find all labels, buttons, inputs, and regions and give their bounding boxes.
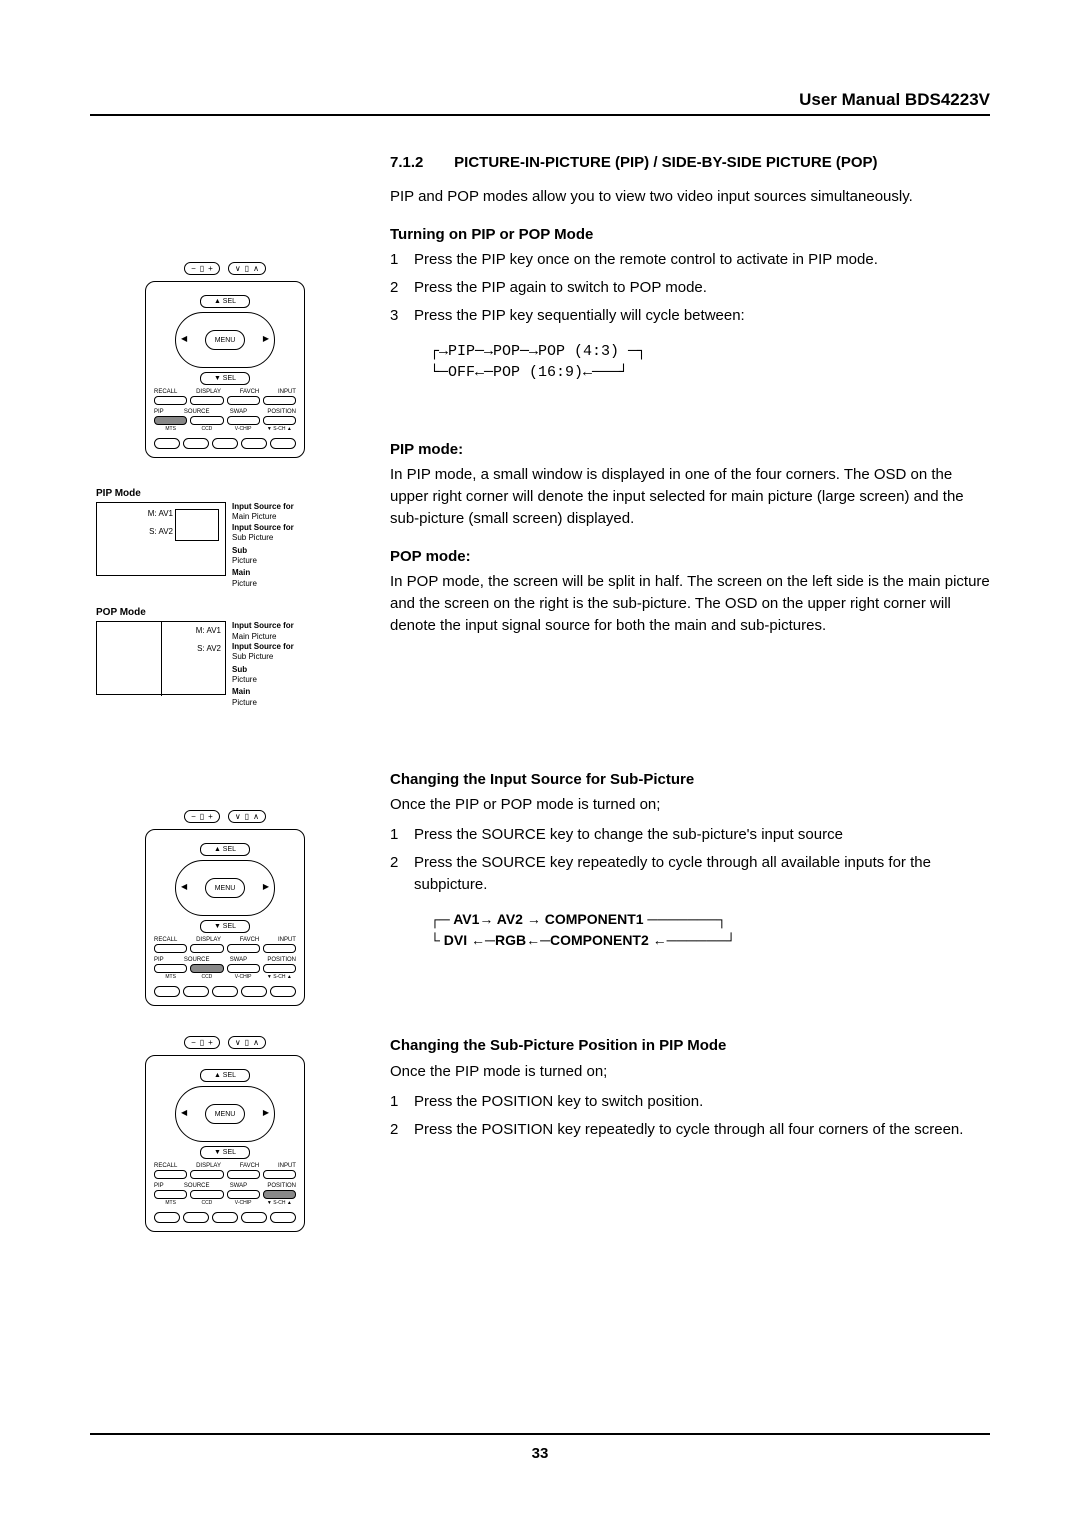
- section-number: 7.1.2: [390, 152, 450, 174]
- change-source-steps: 1Press the SOURCE key to change the sub-…: [390, 824, 990, 895]
- section-heading: 7.1.2 PICTURE-IN-PICTURE (PIP) / SIDE-BY…: [390, 152, 990, 174]
- change-position-heading: Changing the Sub-Picture Position in PIP…: [390, 1035, 990, 1057]
- turning-on-heading: Turning on PIP or POP Mode: [390, 224, 990, 246]
- right-column: 7.1.2 PICTURE-IN-PICTURE (PIP) / SIDE-BY…: [390, 152, 990, 1262]
- change-position-steps: 1Press the POSITION key to switch positi…: [390, 1091, 990, 1141]
- remote-diagram-3: −▯+ ∨▯∧ ▲ SEL ◀ MENU ▶ ▼ SEL RECALLDISPL…: [145, 1036, 305, 1232]
- change-source-heading: Changing the Input Source for Sub-Pictur…: [390, 769, 990, 791]
- cycle-diagram-source: ┌─ AV1→ AV2 → COMPONENT1 ───────┐ └ DVI …: [430, 909, 990, 951]
- header-title: User Manual BDS4223V: [90, 90, 990, 114]
- page-number: 33: [532, 1445, 549, 1462]
- cycle-diagram-pip: ┌→PIP─→POP─→POP (4:3) ─┐ └─OFF←─POP (16:…: [430, 341, 990, 383]
- pop-mode-diagram: POP Mode M: AV1 S: AV2 Input Source for …: [96, 607, 360, 708]
- page-footer: 33: [90, 1433, 990, 1462]
- pip-mode-heading: PIP mode:: [390, 439, 990, 461]
- remote-diagram-2: −▯+ ∨▯∧ ▲ SEL ◀ MENU ▶ ▼ SEL RECALLDISPL…: [145, 810, 305, 1006]
- pip-mode-body: In PIP mode, a small window is displayed…: [390, 464, 990, 529]
- section-title: PICTURE-IN-PICTURE (PIP) / SIDE-BY-SIDE …: [454, 152, 984, 174]
- left-column: −▯+ ∨▯∧ ▲ SEL ◀ MENU ▶ ▼ SEL RECALLDISPL…: [90, 152, 360, 1262]
- change-position-intro: Once the PIP mode is turned on;: [390, 1061, 990, 1083]
- pop-mode-heading: POP mode:: [390, 546, 990, 568]
- pip-mode-diagram: PIP Mode M: AV1 S: AV2 Input Source for …: [96, 488, 360, 589]
- remote-diagram-1: −▯+ ∨▯∧ ▲ SEL ◀ MENU ▶ ▼ SEL RECALLDISPL…: [145, 262, 305, 458]
- pop-mode-body: In POP mode, the screen will be split in…: [390, 571, 990, 636]
- turning-on-steps: 1Press the PIP key once on the remote co…: [390, 249, 990, 326]
- page-header: User Manual BDS4223V: [90, 90, 990, 116]
- change-source-intro: Once the PIP or POP mode is turned on;: [390, 794, 990, 816]
- section-intro: PIP and POP modes allow you to view two …: [390, 186, 990, 208]
- page-content: −▯+ ∨▯∧ ▲ SEL ◀ MENU ▶ ▼ SEL RECALLDISPL…: [90, 152, 990, 1262]
